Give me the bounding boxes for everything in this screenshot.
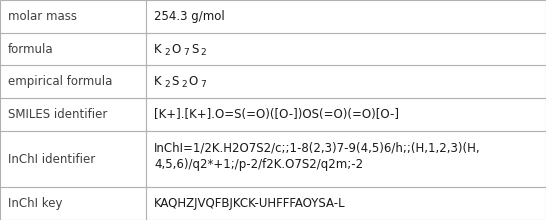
Text: 2: 2 [181,81,187,90]
Text: 2: 2 [164,81,170,90]
Text: O: O [188,75,198,88]
Text: 2: 2 [164,48,170,57]
Text: formula: formula [8,42,54,55]
Text: 2: 2 [200,48,206,57]
Text: S: S [191,42,198,55]
Text: K: K [155,42,162,55]
Text: K: K [155,75,162,88]
Text: InChI identifier: InChI identifier [8,152,95,165]
Text: empirical formula: empirical formula [8,75,112,88]
Text: 254.3 g/mol: 254.3 g/mol [155,10,225,23]
Text: [K+].[K+].O=S(=O)([O-])OS(=O)(=O)[O-]: [K+].[K+].O=S(=O)([O-])OS(=O)(=O)[O-] [155,108,399,121]
Text: O: O [171,42,181,55]
Text: 7: 7 [200,81,206,90]
Text: SMILES identifier: SMILES identifier [8,108,108,121]
Text: molar mass: molar mass [8,10,77,23]
Text: 7: 7 [183,48,189,57]
Text: KAQHZJVQFBJKCK-UHFFFAOYSA-L: KAQHZJVQFBJKCK-UHFFFAOYSA-L [155,197,346,210]
Text: S: S [171,75,179,88]
Text: 4,5,6)/q2*+1;/p-2/f2K.O7S2/q2m;-2: 4,5,6)/q2*+1;/p-2/f2K.O7S2/q2m;-2 [155,158,364,171]
Text: InChI=1/2K.H2O7S2/c;;1-8(2,3)7-9(4,5)6/h;;(H,1,2,3)(H,: InChI=1/2K.H2O7S2/c;;1-8(2,3)7-9(4,5)6/h… [155,141,481,154]
Text: InChI key: InChI key [8,197,62,210]
